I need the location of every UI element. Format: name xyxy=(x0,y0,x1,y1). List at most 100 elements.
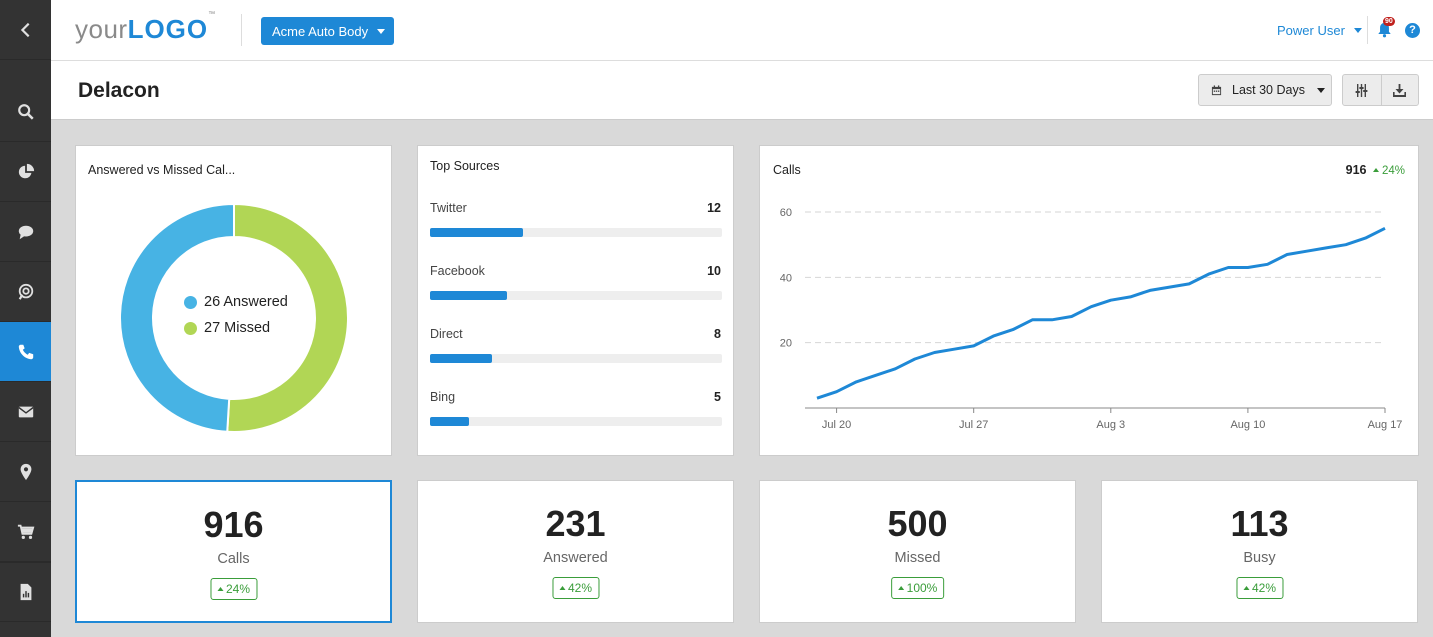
kpi-label: Missed xyxy=(894,550,941,566)
page-title: Delacon xyxy=(78,79,160,102)
up-arrow-icon xyxy=(216,587,223,591)
card-title: Answered vs Missed Cal... xyxy=(88,163,236,177)
y-tick-label: 20 xyxy=(780,338,792,350)
source-bar-track xyxy=(430,291,722,300)
kpi-value: 113 xyxy=(1230,503,1289,544)
filter-settings-button[interactable] xyxy=(1343,75,1381,105)
kpi-card-calls[interactable]: 916 Calls 24% xyxy=(75,480,392,623)
ppc-icon xyxy=(18,283,33,300)
donut-slice-missed[interactable] xyxy=(226,202,349,433)
caret-down-icon xyxy=(1316,87,1325,93)
kpi-value: 231 xyxy=(545,503,606,544)
sidebar-item-email[interactable] xyxy=(0,382,51,442)
missed-dot xyxy=(184,321,197,335)
source-bar-fill xyxy=(430,291,508,300)
logo[interactable]: yourLOGO™ xyxy=(75,11,216,44)
legend-answered: 26 Answered xyxy=(184,294,288,310)
calls-total-summary: 916 24% xyxy=(1346,163,1405,177)
card-title: Top Sources xyxy=(430,159,500,173)
source-label: Twitter xyxy=(430,201,467,215)
sidebar-item-ecommerce[interactable] xyxy=(0,502,51,562)
divider xyxy=(1367,16,1368,44)
sidebar-item-chat[interactable] xyxy=(0,202,51,262)
calls-total: 916 xyxy=(1345,163,1367,177)
cart-icon xyxy=(17,524,34,539)
help-icon[interactable]: ? xyxy=(1405,23,1420,38)
top-bar: yourLOGO™ Acme Auto Body Power User 90 ? xyxy=(51,0,1433,61)
calls-line-chart: 20 40 60 Jul 20 Jul 27 Aug 3 Aug 10 Aug 17 xyxy=(780,207,1403,431)
user-menu[interactable]: Power User xyxy=(1277,23,1362,38)
source-label: Facebook xyxy=(430,264,485,278)
search-icon xyxy=(17,103,34,120)
y-tick-label: 40 xyxy=(780,272,792,284)
answered-missed-card: Answered vs Missed Cal... 26 Answered 27… xyxy=(75,145,392,456)
kpi-card-answered[interactable]: 231 Answered 42% xyxy=(417,480,734,623)
back-icon xyxy=(20,22,29,37)
title-bar: Delacon Last 30 Days xyxy=(51,61,1433,120)
kpi-label: Busy xyxy=(1243,550,1276,566)
up-arrow-icon xyxy=(1242,586,1249,590)
source-value: 8 xyxy=(714,327,721,341)
kpi-change-badge: 100% xyxy=(890,577,945,599)
donut-slice-answered[interactable] xyxy=(119,202,235,433)
card-title: Calls xyxy=(773,163,801,177)
answered-dot xyxy=(184,295,197,309)
calls-chart-card: Calls 916 24% 20 40 60 Jul 20 Jul 27 Aug 3 Aug… xyxy=(759,145,1419,456)
sidebar-back-button[interactable] xyxy=(0,0,51,60)
kpi-label: Calls xyxy=(217,551,250,567)
source-bar-fill xyxy=(430,417,469,426)
kpi-card-busy[interactable]: 113 Busy 42% xyxy=(1101,480,1418,623)
download-icon xyxy=(1393,83,1407,97)
sidebar-item-location[interactable] xyxy=(0,442,51,502)
source-value: 12 xyxy=(707,201,721,215)
donut-chart xyxy=(119,202,349,433)
source-value: 5 xyxy=(714,390,721,404)
kpi-card-missed[interactable]: 500 Missed 100% xyxy=(759,480,1076,623)
source-label: Bing xyxy=(430,390,456,404)
calendar-icon xyxy=(1211,84,1222,95)
caret-down-icon xyxy=(1353,28,1362,33)
date-range-button[interactable]: Last 30 Days xyxy=(1198,74,1332,106)
sidebar-item-search[interactable] xyxy=(0,82,51,142)
divider xyxy=(241,14,242,46)
mail-icon xyxy=(17,406,34,417)
y-tick-label: 60 xyxy=(780,207,792,219)
sidebar-item-calls[interactable] xyxy=(0,322,51,382)
x-tick-label: Aug 10 xyxy=(1230,419,1265,431)
kpi-change-badge: 42% xyxy=(1235,577,1284,599)
notification-count-badge: 90 xyxy=(1383,17,1395,26)
source-bar-fill xyxy=(430,354,493,363)
sliders-icon xyxy=(1355,83,1368,97)
kpi-change-badge: 42% xyxy=(551,577,600,599)
source-label: Direct xyxy=(430,327,463,341)
source-bar-track xyxy=(430,417,722,426)
kpi-value: 500 xyxy=(887,503,948,544)
download-button[interactable] xyxy=(1380,75,1419,105)
caret-down-icon xyxy=(377,28,386,34)
x-tick-label: Aug 17 xyxy=(1368,419,1403,431)
calls-series-line xyxy=(816,226,1386,400)
legend-missed: 27 Missed xyxy=(184,320,270,336)
kpi-label: Answered xyxy=(543,550,608,566)
sidebar-item-ppc[interactable] xyxy=(0,262,51,322)
x-tick-label: Jul 27 xyxy=(959,419,988,431)
location-pin-icon xyxy=(20,463,31,480)
toolbar-group xyxy=(1342,74,1419,106)
up-arrow-icon xyxy=(1372,168,1379,172)
phone-icon xyxy=(18,344,33,359)
pie-chart-icon xyxy=(18,163,34,178)
chat-icon xyxy=(18,225,33,239)
sidebar-item-analytics[interactable] xyxy=(0,142,51,202)
sidebar-item-reports[interactable] xyxy=(0,562,51,622)
report-icon xyxy=(20,583,31,601)
source-bar-track xyxy=(430,354,722,363)
kpi-change-badge: 24% xyxy=(209,578,258,600)
account-selector-button[interactable]: Acme Auto Body xyxy=(261,17,394,45)
x-tick-label: Jul 20 xyxy=(822,419,851,431)
source-bar-fill xyxy=(430,228,524,237)
kpi-value: 916 xyxy=(203,504,264,545)
sidebar xyxy=(0,0,51,637)
up-arrow-icon xyxy=(558,586,565,590)
calls-change: 24% xyxy=(1372,165,1405,177)
top-sources-card: Top Sources Twitter 12 Facebook 10 Direct 8 Bi… xyxy=(417,145,734,456)
